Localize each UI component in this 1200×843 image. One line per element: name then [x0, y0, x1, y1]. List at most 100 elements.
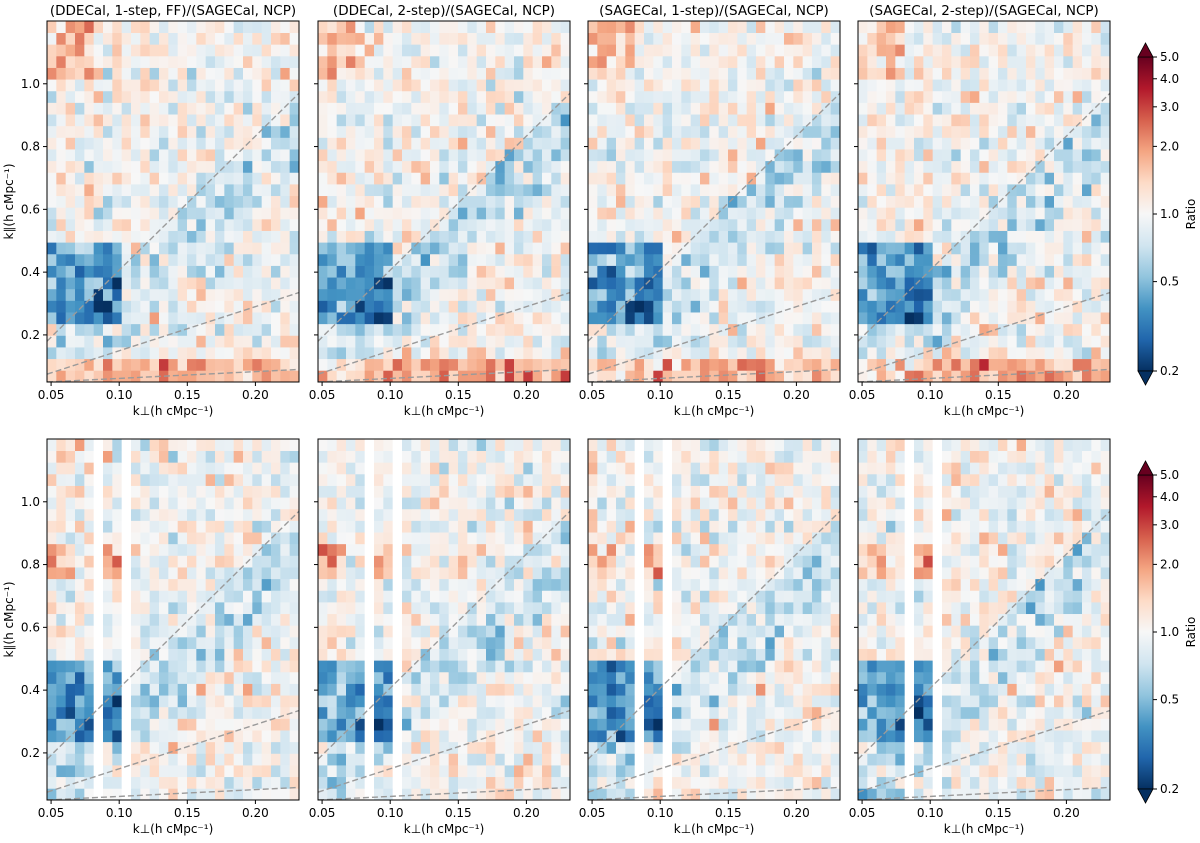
heatmap-cell — [56, 753, 67, 766]
heatmap-cell — [514, 358, 524, 371]
heatmap-cell — [486, 149, 496, 162]
heatmap-cell — [793, 335, 804, 348]
heatmap-cell — [858, 277, 868, 290]
heatmap-cell — [112, 172, 123, 185]
heatmap-cell — [439, 347, 450, 360]
panel-frame — [857, 20, 1111, 383]
heatmap-cell — [430, 718, 440, 731]
heatmap-cell — [821, 149, 832, 162]
heatmap-cell — [551, 520, 562, 533]
heatmap-cell — [1007, 358, 1018, 371]
heatmap-cell — [458, 125, 468, 138]
heatmap-cell — [430, 660, 440, 673]
heatmap-cell — [56, 520, 67, 533]
heatmap-cell — [634, 207, 645, 220]
heatmap-cell — [784, 323, 794, 336]
heatmap-cell — [932, 21, 943, 33]
heatmap-cell — [858, 184, 868, 197]
heatmap-cell — [932, 207, 943, 220]
heatmap-cell — [756, 21, 766, 33]
heatmap-cell — [1100, 44, 1111, 57]
heatmap-cell — [904, 149, 915, 162]
heatmap-cell — [121, 718, 132, 731]
heatmap-cell — [886, 125, 896, 138]
heatmap-cell — [448, 102, 459, 115]
heatmap-cell — [476, 590, 487, 603]
heatmap-cell — [271, 160, 281, 173]
heatmap-cell — [514, 102, 524, 115]
heatmap-cell — [159, 567, 169, 580]
heatmap-cell — [932, 149, 943, 162]
heatmap-cell — [690, 218, 701, 231]
heatmap-cell — [588, 137, 598, 150]
heatmap-cell — [420, 300, 431, 313]
heatmap-cell — [374, 695, 384, 708]
heatmap-cell — [75, 137, 85, 150]
heatmap-cell — [336, 195, 347, 208]
heatmap-cell — [159, 636, 169, 649]
heatmap-cell — [131, 636, 141, 649]
heatmap-cell — [112, 776, 123, 789]
heatmap-cell — [47, 578, 57, 591]
heatmap-cell — [756, 114, 766, 127]
heatmap-cell — [355, 776, 366, 789]
heatmap-cell — [448, 55, 459, 68]
heatmap-cell — [876, 149, 887, 162]
heatmap-cell — [243, 230, 253, 243]
heatmap-cell — [327, 730, 338, 743]
heatmap-cell — [476, 137, 487, 150]
heatmap-cell — [830, 21, 841, 33]
heatmap-cell — [327, 753, 338, 766]
heatmap-cell — [737, 358, 748, 371]
heatmap-cell — [56, 602, 67, 615]
heatmap-cell — [988, 277, 999, 290]
heatmap-cell — [858, 300, 868, 313]
heatmap-cell — [672, 32, 682, 45]
heatmap-cell — [289, 636, 300, 649]
heatmap-cell — [514, 288, 524, 301]
heatmap-cell — [411, 323, 422, 336]
heatmap-cell — [355, 602, 366, 615]
heatmap-cell — [495, 520, 506, 533]
heatmap-cell — [196, 184, 207, 197]
heatmap-cell — [402, 137, 412, 150]
heatmap-cell — [84, 347, 95, 360]
heatmap-cell — [830, 44, 841, 57]
heatmap-cell — [486, 32, 496, 45]
heatmap-cell — [271, 543, 281, 556]
heatmap-cell — [476, 730, 487, 743]
heatmap-cell — [215, 602, 225, 615]
heatmap-cell — [47, 706, 57, 719]
heatmap-cell — [867, 184, 878, 197]
heatmap-cell — [1016, 312, 1027, 325]
heatmap-cell — [979, 160, 990, 173]
heatmap-cell — [346, 125, 356, 138]
heatmap-cell — [495, 590, 506, 603]
heatmap-cell — [634, 312, 645, 325]
heatmap-cell — [895, 347, 906, 360]
heatmap-cell — [149, 636, 160, 649]
heatmap-cell — [103, 230, 113, 243]
heatmap-cell — [420, 149, 431, 162]
heatmap-cell — [476, 207, 487, 220]
heatmap-cell — [644, 67, 654, 80]
heatmap-cell — [327, 207, 338, 220]
heatmap-cell — [177, 207, 188, 220]
heatmap-cell — [355, 532, 366, 545]
heatmap-cell — [1016, 149, 1027, 162]
heatmap-cell — [867, 195, 878, 208]
heatmap-cell — [271, 450, 281, 463]
heatmap-cell — [1100, 265, 1111, 278]
heatmap-cell — [168, 300, 179, 313]
heatmap-cell — [1044, 160, 1055, 173]
heatmap-cell — [746, 184, 757, 197]
heatmap-cell — [374, 218, 384, 231]
heatmap-cell — [261, 312, 272, 325]
heatmap-cell — [168, 90, 179, 103]
heatmap-cell — [75, 44, 85, 57]
heatmap-cell — [588, 370, 598, 383]
heatmap-cell — [420, 683, 431, 696]
heatmap-cell — [392, 648, 403, 661]
heatmap-cell — [56, 32, 67, 45]
heatmap-cell — [644, 207, 654, 220]
